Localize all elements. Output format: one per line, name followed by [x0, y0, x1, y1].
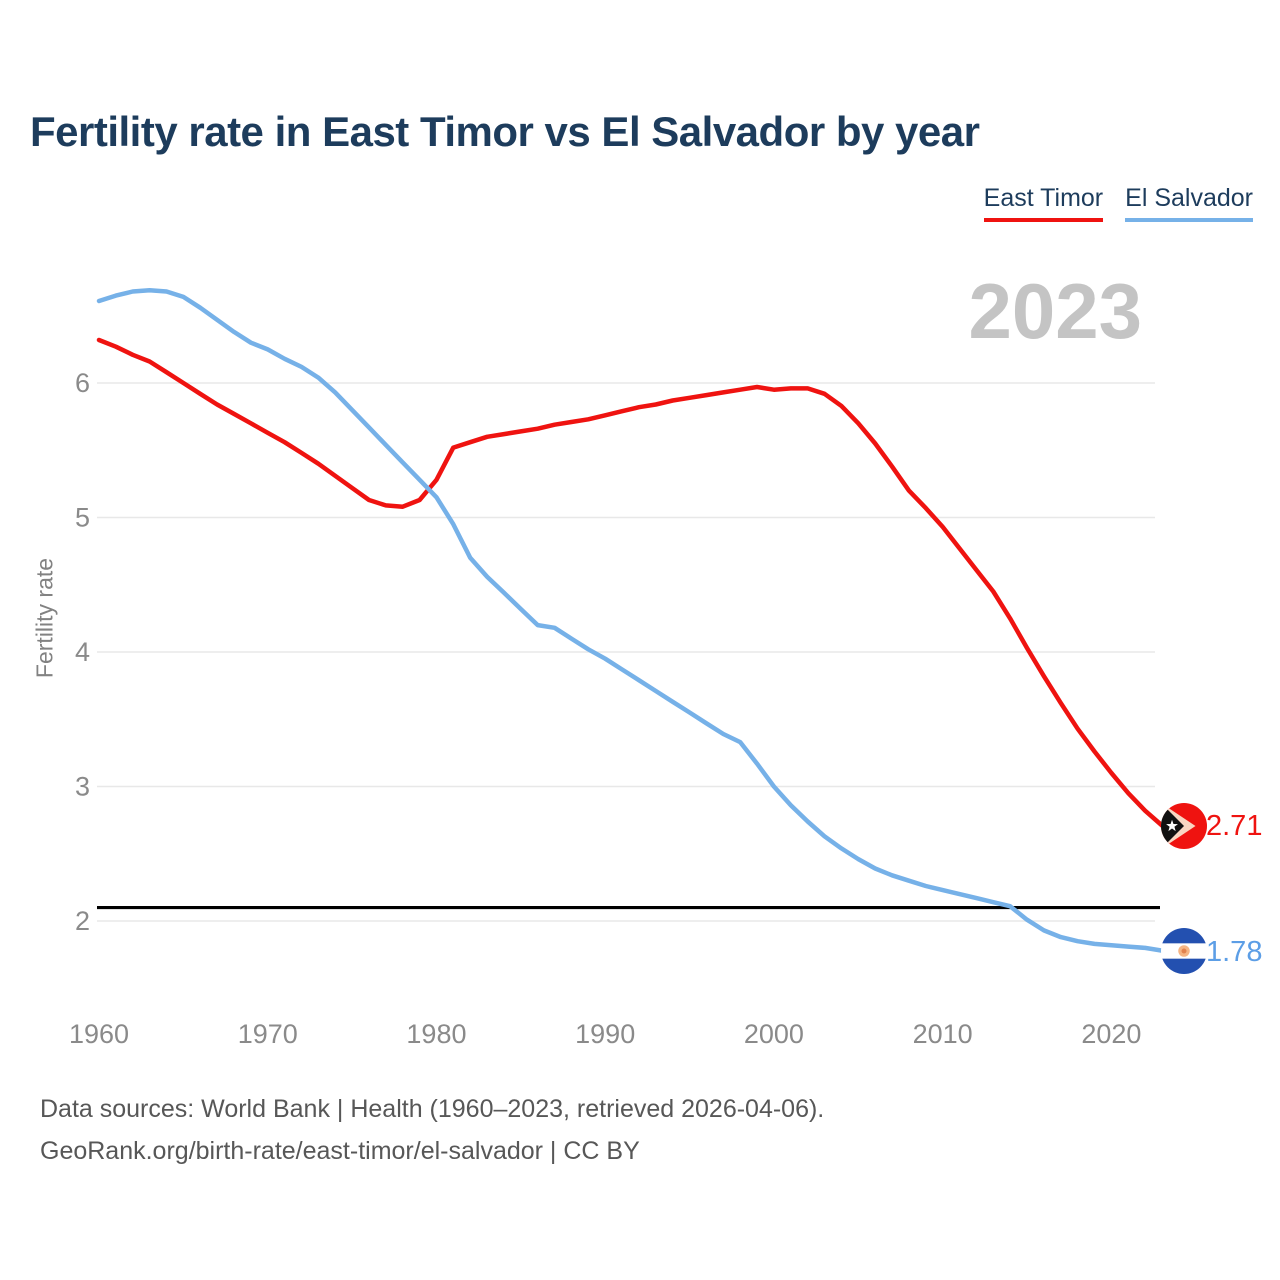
x-tick-label: 2000: [744, 1019, 804, 1049]
el-salvador-flag-bottom-stripe: [1161, 958, 1207, 974]
x-tick-label: 1980: [406, 1019, 466, 1049]
y-tick-label: 3: [75, 772, 90, 802]
y-tick-label: 2: [75, 906, 90, 936]
series-line-el-salvador[interactable]: [96, 287, 1165, 953]
watermark-year: 2023: [968, 267, 1142, 355]
x-tick-label: 2020: [1081, 1019, 1141, 1049]
page-title: Fertility rate in East Timor vs El Salva…: [30, 108, 980, 155]
y-axis-title: Fertility rate: [31, 557, 58, 679]
east-timor-flag-icon[interactable]: [1161, 803, 1207, 849]
legend-item-east-timor[interactable]: East Timor: [983, 184, 1104, 222]
y-tick-label: 5: [75, 503, 90, 533]
el-salvador-flag-emblem-center: [1181, 948, 1187, 954]
series-line-east-timor[interactable]: [96, 337, 1165, 828]
x-tick-label: 1970: [238, 1019, 298, 1049]
footer: Data sources: World Bank | Health (1960–…: [40, 1088, 824, 1172]
east-timor-flag-star: [1166, 819, 1178, 832]
el-salvador-flag-top-stripe: [1161, 928, 1207, 944]
x-tick-label: 2010: [913, 1019, 973, 1049]
y-tick-label: 4: [75, 637, 90, 667]
legend-item-el-salvador[interactable]: El Salvador: [1125, 184, 1253, 222]
legend: East Timor El Salvador: [983, 184, 1253, 222]
el-salvador-end-value: 1.78: [1206, 936, 1263, 968]
y-tick-label: 6: [75, 368, 90, 398]
east-timor-end-value: 2.71: [1206, 810, 1263, 842]
el-salvador-flag-icon[interactable]: [1161, 928, 1207, 974]
x-tick-label: 1960: [69, 1019, 129, 1049]
x-tick-label: 1990: [575, 1019, 635, 1049]
footer-url-line: GeoRank.org/birth-rate/east-timor/el-sal…: [40, 1137, 640, 1165]
footer-sources-line: Data sources: World Bank | Health (1960–…: [40, 1095, 825, 1123]
